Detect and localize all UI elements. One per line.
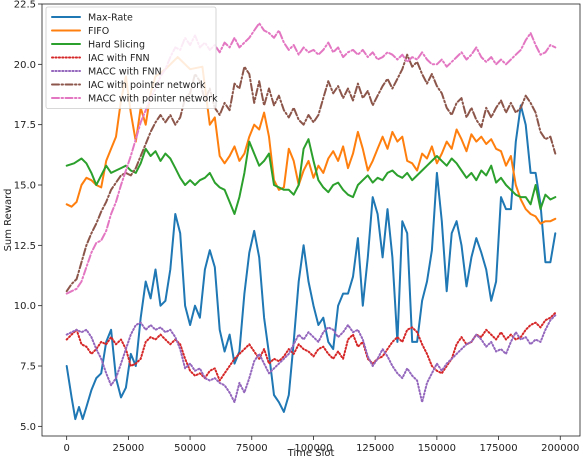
y-tick-label: 12.5 [14, 241, 36, 252]
legend: Max-Rate FIFO Hard Slicing IAC with FNN MACC… [45, 6, 218, 109]
legend-label: MACC with FNN [88, 67, 162, 78]
legend-box [45, 6, 217, 109]
x-tick-label: 75000 [236, 443, 268, 454]
y-tick-label: 22.5 [14, 0, 36, 11]
y-tick-label: 15.0 [14, 181, 36, 192]
x-tick-label: 125000 [356, 443, 394, 454]
legend-label: FIFO [88, 26, 109, 37]
y-tick-label: 7.5 [20, 362, 36, 373]
x-tick-label: 150000 [418, 443, 456, 454]
x-axis: 0 25000 50000 75000 100000 125000 150000 175000… [63, 436, 579, 454]
series-line-hard-slicing [65, 138, 557, 215]
y-tick-label: 5.0 [20, 422, 36, 433]
legend-label: MACC with pointer network [88, 94, 218, 105]
y-axis: 5.0 7.5 10.0 12.5 15.0 17.5 20.0 22.5 [14, 0, 42, 433]
y-tick-label: 17.5 [14, 120, 36, 131]
legend-label: Hard Slicing [88, 40, 145, 51]
series-line-macc-with-fnn [65, 314, 557, 404]
x-tick-label: 100000 [294, 443, 332, 454]
series-line-max-rate [65, 104, 557, 421]
x-tick-label: 200000 [541, 443, 579, 454]
x-tick-label: 0 [63, 443, 69, 454]
x-tick-label: 175000 [479, 443, 517, 454]
y-tick-label: 20.0 [14, 60, 36, 71]
x-axis-label: Time Slot [287, 448, 335, 459]
x-tick-label: 50000 [174, 443, 206, 454]
x-tick-label: 25000 [112, 443, 144, 454]
legend-label: Max-Rate [88, 13, 133, 24]
y-axis-label: Sum Reward [3, 189, 14, 252]
legend-label: IAC with FNN [88, 53, 150, 64]
series-line-iac-with-pointer-network [65, 53, 557, 293]
legend-label: IAC with pointer network [88, 80, 206, 91]
y-tick-label: 10.0 [14, 301, 36, 312]
